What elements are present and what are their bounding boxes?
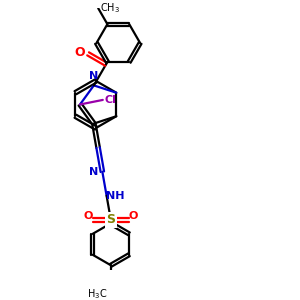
Text: CH$_3$: CH$_3$ [100, 2, 120, 15]
Text: O: O [75, 46, 86, 59]
Text: H$_3$C: H$_3$C [87, 287, 107, 300]
Text: Cl: Cl [104, 95, 116, 105]
Text: NH: NH [106, 191, 124, 201]
Text: N: N [89, 167, 98, 177]
Text: N: N [89, 71, 98, 81]
Text: O: O [83, 212, 93, 221]
Text: O: O [129, 212, 138, 221]
Text: S: S [106, 213, 115, 226]
